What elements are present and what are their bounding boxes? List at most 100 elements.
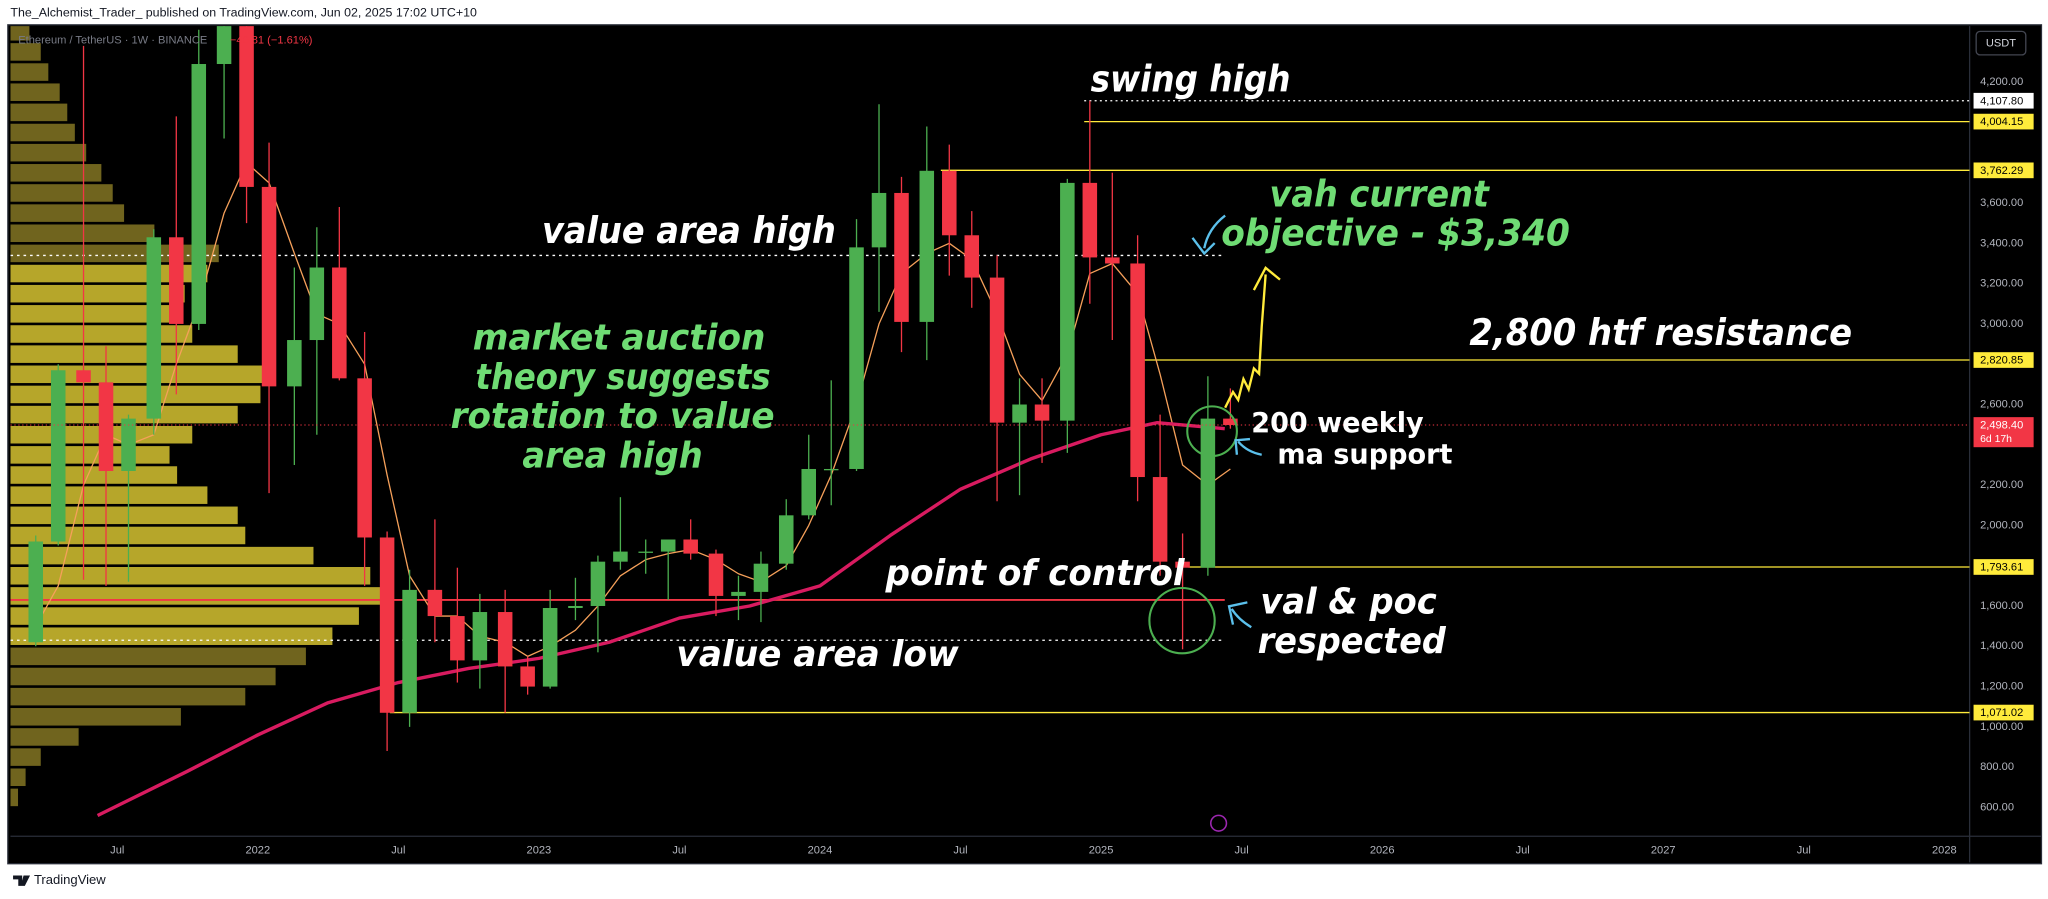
level-price-box [1973,162,2034,179]
level-price-label: 1,793.61 [1980,562,2023,574]
annotation-text: val & poc [1260,582,1436,623]
level-price-label: 4,004.15 [1980,116,2023,128]
candle-body [753,563,769,592]
objective-arrow [1191,214,1226,256]
x-tick-label: Jul [1516,845,1530,857]
candle-body [801,468,817,516]
candle-body [357,378,372,538]
volume-profile-bar [10,63,49,81]
level-price-box [1973,113,2034,130]
candle-body [520,666,535,687]
y-tick-label: 1,400.00 [1980,640,2023,652]
candle-body [1012,404,1027,423]
volume-profile-bar [10,446,170,464]
level-price-label: 2,820.85 [1980,355,2023,367]
candle-body [427,589,443,617]
volume-profile-bar [10,385,261,404]
y-tick-label: 1,000.00 [1980,721,2023,733]
symbol-label: Ethereum / TetherUS · 1W · BINANCE [18,34,207,46]
chart-frame [7,24,2043,865]
currency-button[interactable] [1975,30,2027,56]
candle-body [942,170,957,236]
volume-profile-bar [10,143,87,162]
candle-body [613,551,628,562]
candle-body [542,608,558,687]
moving-average [35,162,1231,658]
candle-body [261,186,277,387]
volume-profile-bar [10,687,246,706]
y-tick-label: 3,400.00 [1980,237,2023,249]
y-tick-label: 3,200.00 [1980,278,2023,290]
y-tick-label: 1,600.00 [1980,600,2023,612]
level-price-box [1973,92,2034,109]
x-tick-label: 2025 [1089,845,1114,857]
y-tick-label: 600.00 [1980,801,2014,813]
candle-body [871,192,887,248]
volume-profile-bar [10,607,359,625]
annotation-text: swing high [1091,58,1291,101]
volume-profile-bar [10,83,60,101]
last-price-countdown: 6d 17h [1980,434,2012,445]
candle-body [778,515,794,564]
level-price-box [1973,352,2034,368]
y-tick-label: 2,600.00 [1980,398,2023,410]
currency-label[interactable]: USDT [1986,38,2016,50]
annotation-text: value area low [677,634,960,675]
volume-profile-bar [10,284,185,303]
x-tick-label: Jul [1235,845,1249,857]
candle-body [989,277,1005,423]
volume-profile-bar [10,768,26,787]
annotation-text: 200 weekly [1251,408,1424,439]
x-tick-label: 2028 [1932,845,1957,857]
volume-profile-bar [10,123,75,142]
candle-body [1034,404,1050,421]
candle-body [964,235,980,278]
x-tick-label: Jul [110,845,124,857]
volume-profile-bar [10,325,193,343]
volume-profile-bar [10,708,181,726]
candle-body [1152,477,1168,562]
brand-name: TradingView [34,872,106,887]
annotation-text: objective - $3,340 [1221,212,1570,255]
volume-profile-bar [10,466,178,484]
y-tick-label: 2,200.00 [1980,479,2023,491]
volume-profile-bar [10,627,333,645]
candle-body [1130,263,1145,478]
volume-profile-bar [10,788,19,807]
event-icon [1209,814,1228,832]
y-tick-label: 3,600.00 [1980,197,2023,209]
candle-body [1200,418,1216,568]
candle-body [121,418,136,471]
x-tick-label: Jul [953,845,967,857]
volume-profile-bar [10,728,79,746]
volume-profile-bar [10,667,276,686]
candle-body [708,553,724,596]
x-tick-label: 2026 [1370,845,1395,857]
annotation-text: point of control [885,553,1186,594]
candle-body [497,612,513,667]
volume-profile-bar [10,506,238,525]
candle-body [191,64,207,324]
volume-profile-bar [10,567,371,585]
ma-circle [1186,405,1238,458]
candle-body [638,551,653,553]
annotation-text: respected [1258,621,1447,662]
candle-body [146,237,162,419]
level-price-label: 1,071.02 [1980,707,2023,719]
volume-profile-bar [10,164,102,182]
candle-body [1082,182,1098,258]
candle-body [216,26,232,65]
volume-profile-bar [10,405,238,424]
candle-body [849,247,864,469]
candle-body [1105,257,1120,264]
candle-body [1175,561,1190,568]
candle-body [683,539,698,554]
x-tick-label: 2022 [245,845,270,857]
candle-body [28,541,44,643]
candle-body [450,616,465,661]
candle-body [894,192,909,322]
annotation-text: value area high [542,209,836,252]
volume-profile-bar [10,184,113,202]
candle-body [309,267,325,341]
